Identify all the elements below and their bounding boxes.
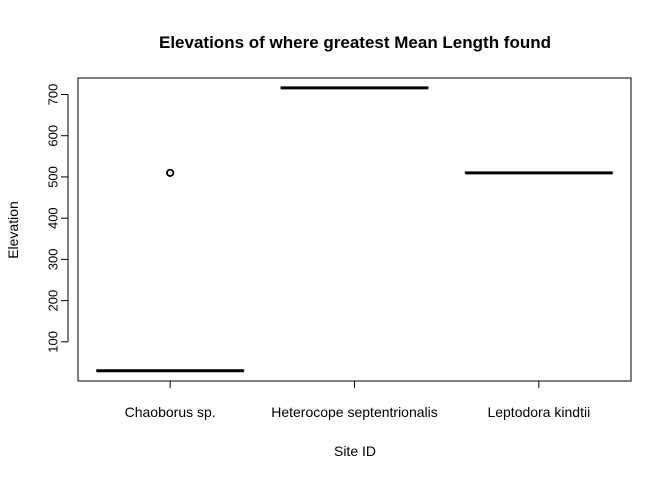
y-axis-label: Elevation <box>5 201 21 259</box>
y-axis: 100 200 300 400 500 600 700 <box>45 84 68 353</box>
y-tick-label: 400 <box>45 207 60 229</box>
x-tick-label: Heterocope septentrionalis <box>271 404 438 420</box>
x-axis: Chaoborus sp. Heterocope septentrionalis L… <box>125 381 591 420</box>
y-tick-label: 200 <box>45 290 60 312</box>
plot-frame <box>78 78 631 381</box>
outlier-point <box>167 170 173 176</box>
y-tick-label: 700 <box>45 84 60 106</box>
y-tick-label: 100 <box>45 331 60 353</box>
x-axis-label: Site ID <box>334 443 376 459</box>
box-0 <box>96 170 243 371</box>
box-series <box>96 88 612 371</box>
x-tick-label: Chaoborus sp. <box>125 404 216 420</box>
y-tick-label: 500 <box>45 166 60 188</box>
chart-title: Elevations of where greatest Mean Length… <box>159 33 551 52</box>
y-tick-label: 300 <box>45 249 60 271</box>
x-tick-label: Leptodora kindtii <box>487 404 590 420</box>
y-tick-label: 600 <box>45 125 60 147</box>
